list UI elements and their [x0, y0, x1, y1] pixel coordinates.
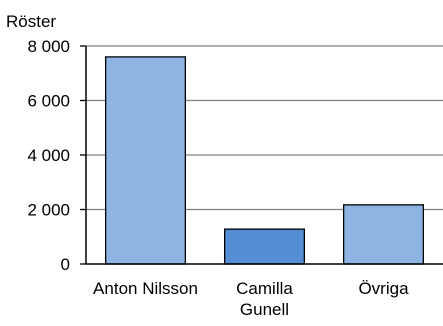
bar — [104, 56, 187, 265]
y-tick-label: 6 000 — [27, 92, 70, 111]
bar — [223, 228, 306, 265]
bars — [104, 56, 425, 265]
x-tick-label: Camilla — [236, 279, 293, 298]
y-axis-title: Röster — [6, 12, 56, 31]
y-tick-label: 8 000 — [27, 37, 70, 56]
y-axis-ticks: 0 2 000 4 000 6 000 8 000 — [27, 37, 86, 274]
y-tick-label: 0 — [61, 255, 70, 274]
y-tick-label: 4 000 — [27, 146, 70, 165]
x-tick-label: Gunell — [240, 300, 289, 319]
x-axis-labels: Anton Nilsson Camilla Gunell Övriga — [93, 279, 409, 319]
bar — [342, 204, 425, 265]
x-tick-label: Anton Nilsson — [93, 279, 198, 298]
y-tick-label: 2 000 — [27, 201, 70, 220]
x-tick-label: Övriga — [358, 279, 409, 298]
